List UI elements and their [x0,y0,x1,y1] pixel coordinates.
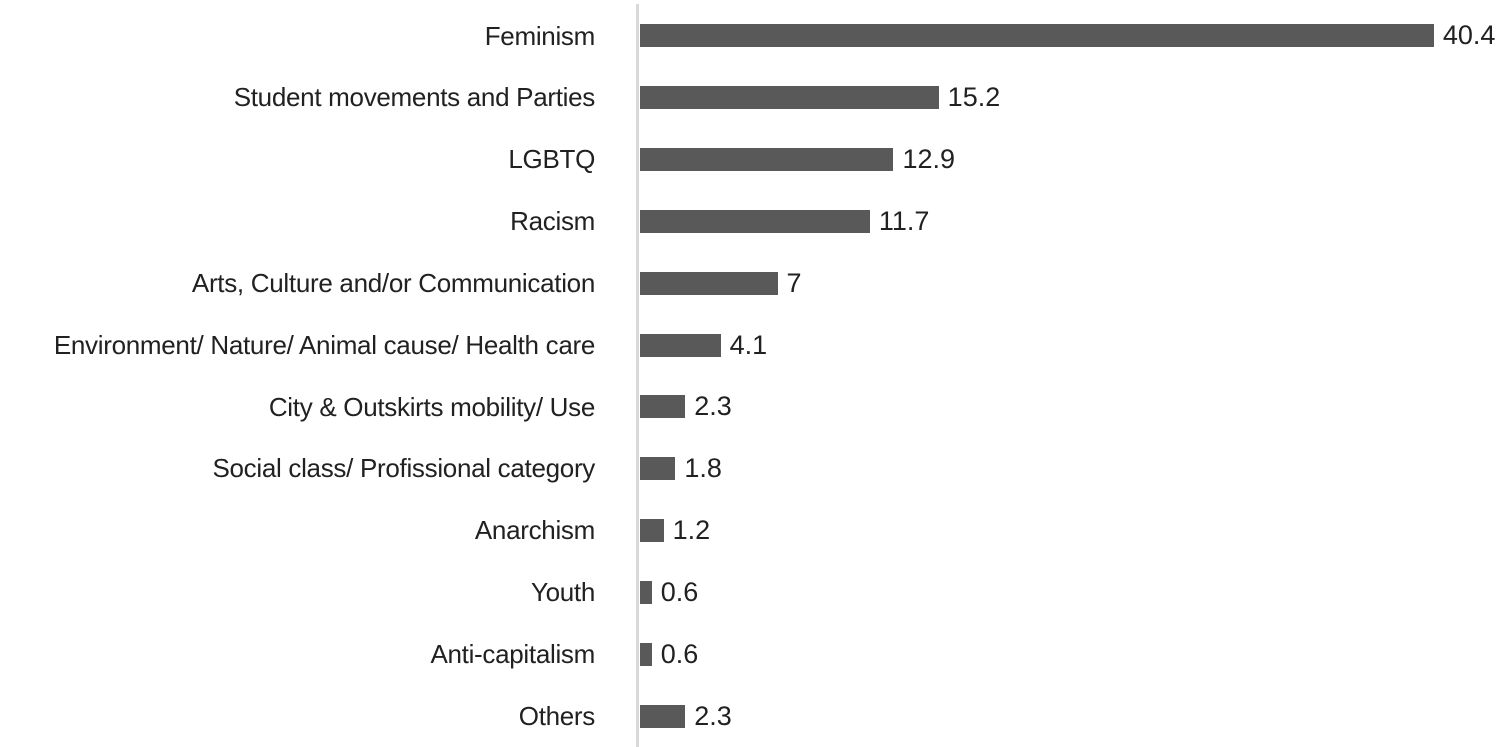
chart-row: Youth 0.6 [0,561,1500,623]
bar [640,86,939,110]
chart-rows: Feminism 40.4 Student movements and Partie… [0,5,1500,747]
chart-row: City & Outskirts mobility/ Use 2.3 [0,376,1500,438]
chart-row: Anti-capitalism 0.6 [0,623,1500,685]
chart-row: Feminism 40.4 [0,5,1500,67]
bar-area: 15.2 [640,82,1500,113]
category-label: City & Outskirts mobility/ Use [268,391,595,422]
bar-area: 7 [640,268,1500,299]
bar [640,24,1434,48]
value-label: 1.2 [672,515,711,546]
bar [640,395,686,419]
category-label: Feminism [484,20,596,51]
bar-area: 40.4 [640,20,1500,51]
chart-row: Student movements and Parties 15.2 [0,67,1500,129]
value-label: 11.7 [878,205,930,236]
y-axis-line [636,4,639,747]
category-label: Environment/ Nature/ Animal cause/ Healt… [53,329,595,360]
bar-area: 0.6 [640,577,1500,608]
bar [640,704,686,728]
value-label: 40.4 [1442,20,1496,51]
value-label: 7 [786,267,802,298]
bar [640,271,778,295]
category-label: Youth [530,577,595,608]
chart-row: Racism 11.7 [0,190,1500,252]
category-label: Student movements and Parties [233,82,596,113]
value-label: 4.1 [729,329,768,360]
value-label: 2.3 [694,700,732,731]
bar-area: 12.9 [640,144,1500,175]
chart-row: Environment/ Nature/ Animal cause/ Healt… [0,314,1500,376]
category-label: Racism [510,206,595,237]
bar-area: 2.3 [640,701,1500,732]
chart-row: Others 2.3 [0,685,1500,747]
chart-row: LGBTQ 12.9 [0,129,1500,191]
chart-row: Anarchism 1.2 [0,500,1500,562]
category-label: LGBTQ [508,144,595,175]
bar [640,333,721,357]
bar-area: 11.7 [640,206,1500,237]
value-label: 12.9 [902,144,956,175]
bar-area: 4.1 [640,330,1500,361]
bar [640,457,676,481]
category-label: Arts, Culture and/or Communication [191,267,595,298]
bar-area: 1.8 [640,453,1500,484]
category-label: Social class/ Profissional category [212,453,595,484]
value-label: 1.8 [684,453,722,484]
bar [640,519,664,543]
bar [640,642,652,666]
category-label: Anarchism [474,515,595,546]
category-label: Others [518,700,596,731]
bar-area: 0.6 [640,639,1500,670]
chart-row: Social class/ Profissional category 1.8 [0,438,1500,500]
bar-area: 2.3 [640,391,1500,422]
bar [640,209,870,233]
chart-row: Arts, Culture and/or Communication 7 [0,252,1500,314]
bar [640,580,652,604]
bar [640,148,894,172]
value-label: 15.2 [947,82,1001,113]
value-label: 2.3 [694,391,732,422]
bar-area: 1.2 [640,515,1500,546]
category-label: Anti-capitalism [430,638,595,669]
value-label: 0.6 [660,638,699,669]
value-label: 0.6 [660,576,699,607]
